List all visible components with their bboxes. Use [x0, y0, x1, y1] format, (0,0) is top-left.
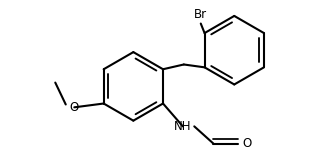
- Text: O: O: [70, 101, 79, 114]
- Text: Br: Br: [194, 8, 207, 21]
- Text: NH: NH: [174, 120, 192, 133]
- Text: O: O: [243, 137, 252, 150]
